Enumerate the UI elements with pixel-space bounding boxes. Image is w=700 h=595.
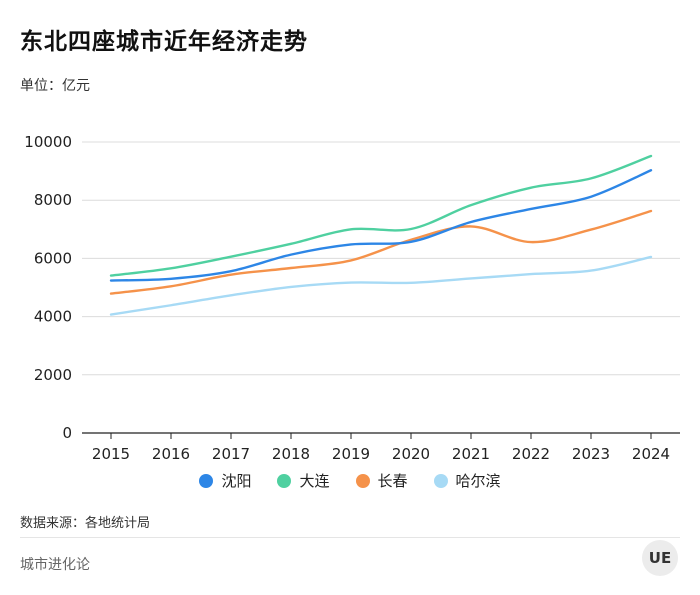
series-line-2 <box>109 209 653 295</box>
brand-name: 城市进化论 <box>20 557 90 573</box>
legend-label: 长春 <box>377 472 408 490</box>
y-tick-label: 10000 <box>24 133 72 151</box>
chart-title: 东北四座城市近年经济走势 <box>20 29 308 55</box>
y-tick-label: 6000 <box>34 249 72 267</box>
x-axis-ticks: 2015 2016 2017 2018 2019 2020 2021 2022 2023 2024 <box>92 433 670 463</box>
y-axis-ticks: 0 2000 4000 6000 8000 10000 <box>24 133 72 442</box>
series-line-0 <box>109 169 653 282</box>
legend-label: 大连 <box>299 472 330 490</box>
y-tick-label: 4000 <box>34 308 72 326</box>
x-tick-label: 2022 <box>512 445 550 463</box>
legend-swatch <box>277 473 292 488</box>
x-tick-label: 2024 <box>632 445 670 463</box>
legend-swatch <box>433 473 448 488</box>
legend-label: 沈阳 <box>221 472 252 490</box>
unit-label: 单位：亿元 <box>20 78 90 94</box>
legend-swatch <box>355 473 370 488</box>
legend-item: 沈阳 <box>199 470 251 491</box>
legend-swatch <box>199 473 214 488</box>
x-tick-label: 2023 <box>572 445 610 463</box>
y-tick-label: 2000 <box>34 366 72 384</box>
x-tick-label: 2017 <box>212 445 250 463</box>
data-source: 数据来源：各地统计局 <box>20 516 151 531</box>
series-lines <box>109 154 653 316</box>
legend-label: 哈尔滨 <box>455 472 501 490</box>
chart-legend: 沈阳 大连 长春 哈尔滨 <box>0 470 700 491</box>
x-tick-label: 2016 <box>152 445 190 463</box>
x-tick-label: 2015 <box>92 445 130 463</box>
grid-lines <box>82 141 680 434</box>
series-line-1 <box>109 154 653 277</box>
x-tick-label: 2019 <box>332 445 370 463</box>
legend-item: 大连 <box>277 470 330 491</box>
x-tick-label: 2018 <box>272 445 310 463</box>
x-tick-label: 2020 <box>392 445 430 463</box>
footer-divider <box>20 537 680 538</box>
series-line-3 <box>109 255 653 316</box>
y-tick-label: 0 <box>62 424 72 442</box>
x-tick-label: 2021 <box>452 445 490 463</box>
legend-item: 长春 <box>355 470 408 491</box>
legend-item: 哈尔滨 <box>433 470 501 491</box>
y-tick-label: 8000 <box>34 191 72 209</box>
brand-logo: UE <box>642 540 678 576</box>
